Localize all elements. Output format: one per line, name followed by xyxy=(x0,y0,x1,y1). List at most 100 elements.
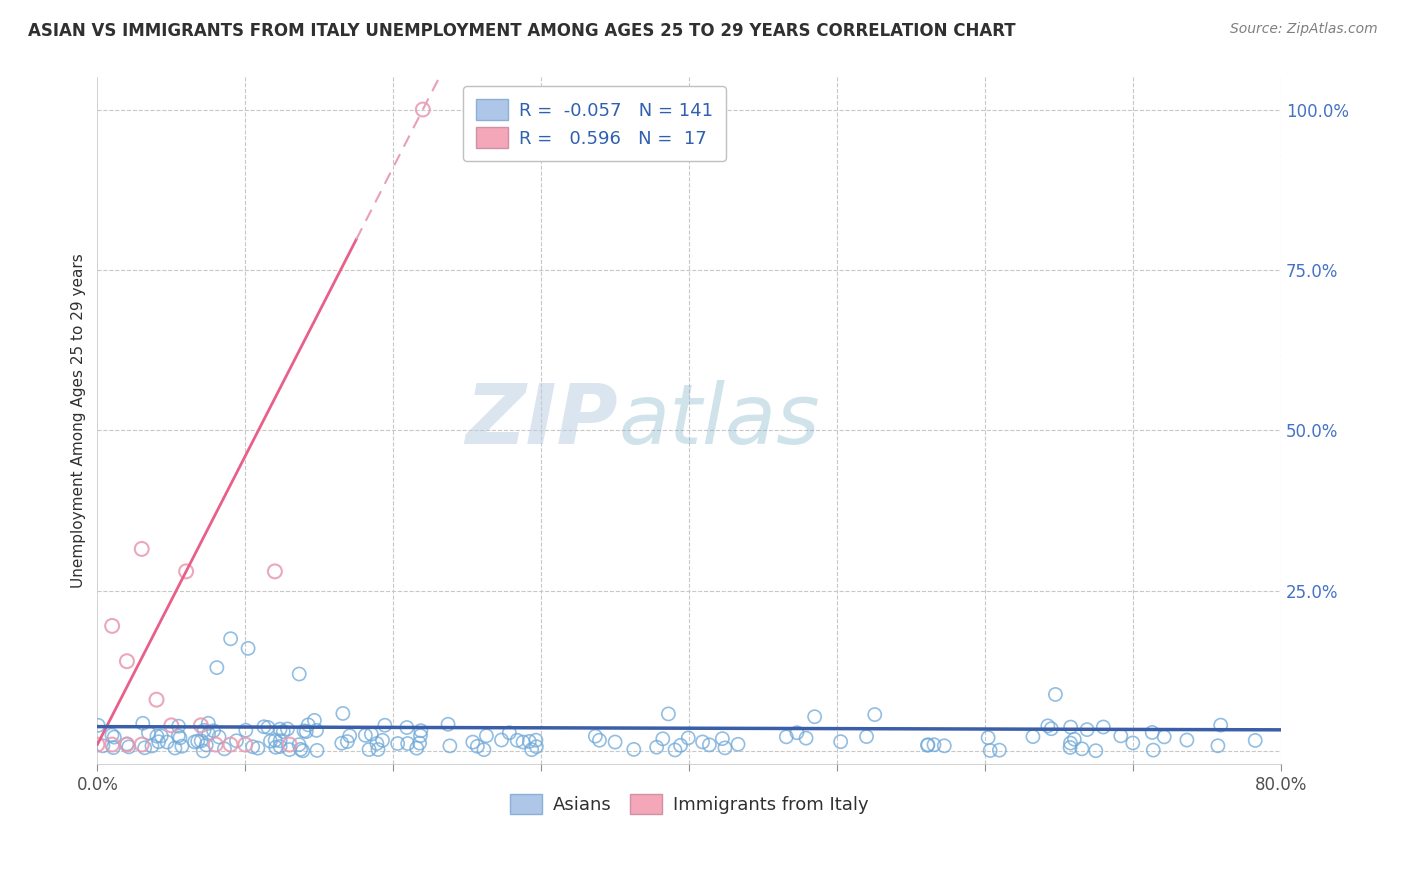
Point xyxy=(524,739,547,754)
Point xyxy=(174,565,197,579)
Point xyxy=(699,738,721,752)
Point xyxy=(357,742,380,756)
Point xyxy=(242,739,264,754)
Point xyxy=(288,667,311,681)
Point xyxy=(204,738,226,752)
Point xyxy=(1063,732,1085,747)
Point xyxy=(1059,740,1081,755)
Point xyxy=(305,743,328,757)
Point xyxy=(145,692,167,706)
Point xyxy=(1084,744,1107,758)
Point xyxy=(336,734,359,748)
Point xyxy=(269,739,291,754)
Point xyxy=(863,707,886,722)
Point xyxy=(517,734,540,748)
Point xyxy=(276,722,298,736)
Point xyxy=(170,739,193,754)
Point xyxy=(1076,723,1098,737)
Point xyxy=(396,737,419,751)
Legend: Asians, Immigrants from Italy: Asians, Immigrants from Italy xyxy=(501,785,877,823)
Point xyxy=(1022,730,1045,744)
Point xyxy=(977,731,1000,745)
Point xyxy=(291,744,314,758)
Point xyxy=(405,741,427,756)
Point xyxy=(141,739,163,753)
Point xyxy=(91,739,114,753)
Point xyxy=(988,743,1011,757)
Point xyxy=(786,725,808,739)
Point xyxy=(146,729,169,743)
Point xyxy=(297,718,319,732)
Point xyxy=(219,632,242,646)
Point xyxy=(524,733,547,747)
Point xyxy=(1045,688,1067,702)
Point xyxy=(148,735,170,749)
Point xyxy=(131,738,153,752)
Point xyxy=(87,718,110,732)
Point xyxy=(160,718,183,732)
Point xyxy=(264,740,287,755)
Point xyxy=(101,619,124,633)
Point xyxy=(409,729,432,743)
Point xyxy=(257,720,280,734)
Point xyxy=(134,740,156,755)
Point xyxy=(236,641,259,656)
Point xyxy=(366,737,388,751)
Point xyxy=(225,733,247,747)
Point xyxy=(118,739,141,754)
Point xyxy=(233,738,256,752)
Point xyxy=(305,723,328,738)
Point xyxy=(132,716,155,731)
Point xyxy=(603,735,626,749)
Point xyxy=(169,731,191,745)
Text: atlas: atlas xyxy=(619,380,820,461)
Point xyxy=(664,743,686,757)
Point xyxy=(830,734,852,748)
Point xyxy=(205,660,228,674)
Point xyxy=(86,738,108,752)
Point xyxy=(332,706,354,721)
Point xyxy=(583,729,606,743)
Point xyxy=(290,742,312,756)
Point xyxy=(498,725,520,739)
Point xyxy=(360,727,382,741)
Point xyxy=(183,735,205,749)
Point xyxy=(330,736,353,750)
Point xyxy=(520,742,543,756)
Point xyxy=(794,731,817,745)
Point xyxy=(1109,729,1132,743)
Point xyxy=(1092,720,1115,734)
Point xyxy=(472,742,495,756)
Point xyxy=(304,714,326,728)
Point xyxy=(711,731,734,746)
Point xyxy=(727,737,749,751)
Point xyxy=(1060,720,1083,734)
Point xyxy=(259,734,281,748)
Point xyxy=(437,717,460,731)
Point xyxy=(138,726,160,740)
Point xyxy=(103,740,125,755)
Point xyxy=(467,739,489,754)
Point xyxy=(278,738,301,752)
Point xyxy=(1153,730,1175,744)
Point xyxy=(1142,743,1164,757)
Point xyxy=(1209,718,1232,732)
Point xyxy=(439,739,461,753)
Point xyxy=(1036,719,1059,733)
Point xyxy=(917,739,939,753)
Point xyxy=(156,735,179,749)
Point xyxy=(269,733,291,747)
Point xyxy=(588,733,610,747)
Point xyxy=(195,738,218,752)
Point xyxy=(1140,725,1163,739)
Point xyxy=(235,723,257,738)
Point xyxy=(678,731,700,745)
Point xyxy=(491,733,513,747)
Point xyxy=(278,742,301,756)
Point xyxy=(167,729,190,743)
Point xyxy=(214,742,236,756)
Point xyxy=(115,737,138,751)
Point xyxy=(387,737,409,751)
Point xyxy=(193,744,215,758)
Point xyxy=(934,739,956,753)
